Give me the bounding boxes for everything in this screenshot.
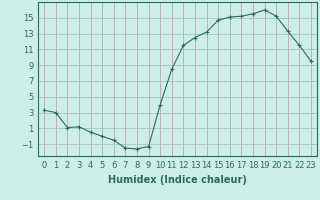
X-axis label: Humidex (Indice chaleur): Humidex (Indice chaleur) [108,175,247,185]
